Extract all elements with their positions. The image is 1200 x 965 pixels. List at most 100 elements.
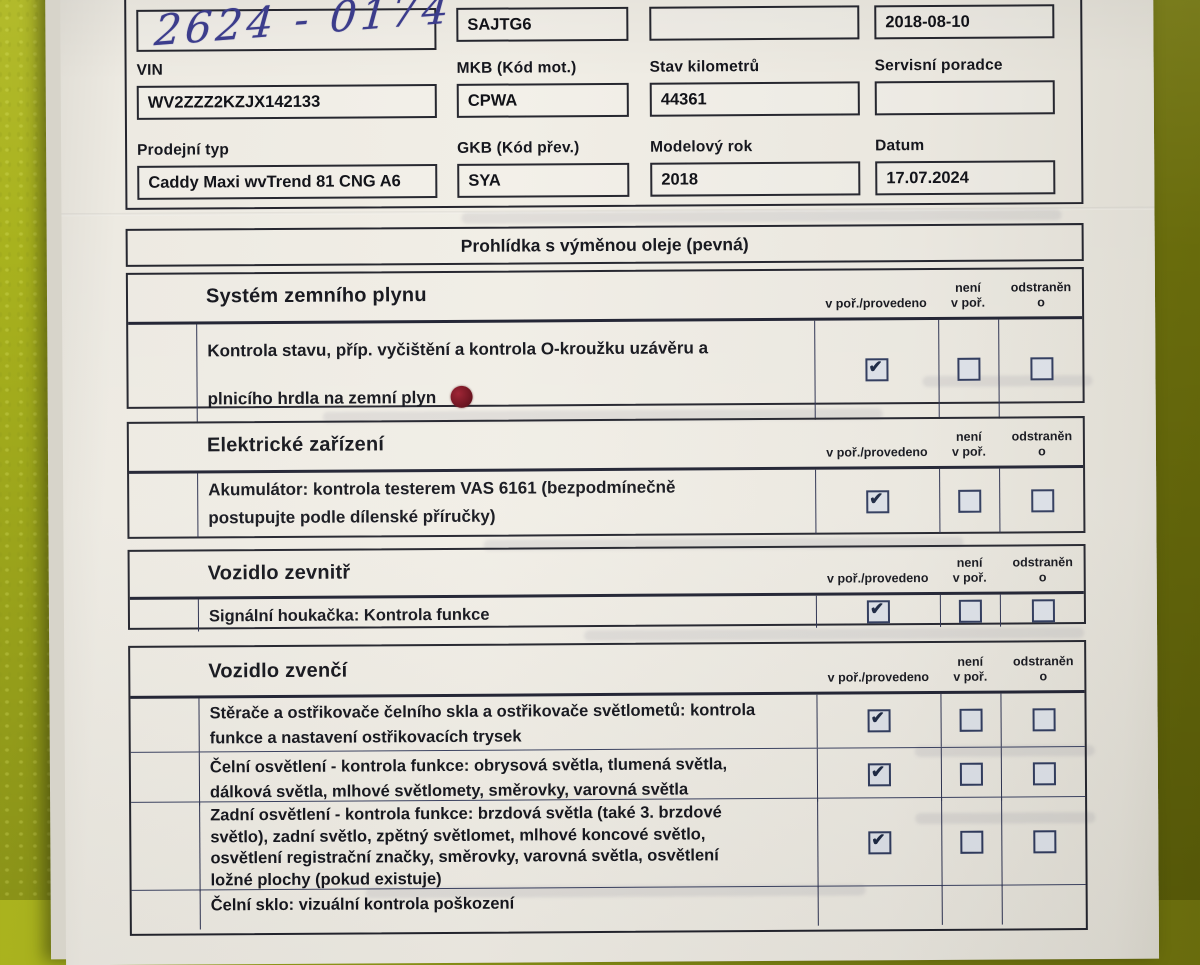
column-header-ok: v poř./provedeno — [827, 670, 930, 686]
paper-stack: 2624 - 0174 Prodejní typ SAJTG6 Registra… — [44, 0, 1160, 965]
red-stamp-dot — [450, 385, 473, 408]
checkbox-ok — [865, 358, 889, 382]
cell-ok — [817, 797, 942, 888]
row-margin-cell — [130, 698, 198, 751]
checkbox-not-ok — [957, 357, 981, 381]
row-margin-cell — [128, 324, 197, 423]
cell-removed — [999, 468, 1086, 533]
column-header-removed: odstraněn o — [1011, 428, 1073, 459]
field-datum: Datum 17.07.2024 — [875, 136, 1056, 196]
field-value-box: 44361 — [649, 81, 860, 117]
checkbox-not-ok — [958, 489, 982, 513]
field-value-box — [649, 5, 860, 41]
checkbox-ok — [866, 599, 890, 623]
column-header-ok: v poř./provedeno — [825, 296, 927, 312]
field-label: Prodejní typ — [456, 0, 628, 2]
cell-removed — [1000, 693, 1087, 747]
bleedthrough-ghost — [461, 209, 1062, 224]
checkbox-removed — [1032, 762, 1056, 786]
checkbox-not-ok — [959, 762, 983, 786]
field-label: Datum — [875, 137, 925, 155]
field-registracni-znacka: Registrační značka — [649, 0, 860, 41]
cell-ok — [815, 468, 940, 534]
row-margin-cell — [131, 752, 199, 805]
field-label: Modelový rok — [650, 138, 753, 156]
row-text: Stěrače a ostřikovače čelního skla a ost… — [198, 694, 817, 752]
column-header-not-ok: není v poř. — [952, 555, 987, 586]
column-header-ok: v poř./provedeno — [826, 571, 929, 587]
cell-ok — [814, 319, 939, 420]
field-gkb: GKB (Kód přev.) SYA — [457, 139, 630, 198]
field-registrace: Registrace 2018-08-10 — [874, 0, 1055, 40]
section-header: Vozidlo zvenčí v poř./provedeno není v po… — [130, 642, 1084, 696]
field-value-box: SYA — [457, 162, 630, 198]
checklist-row: Čelní osvětlení - kontrola funkce: obrys… — [130, 746, 1088, 806]
row-margin-cell — [130, 599, 198, 631]
field-prodejni-typ-nazev: Prodejní typ Caddy Maxi wvTrend 81 CNG A… — [137, 140, 438, 200]
checkbox-not-ok — [958, 599, 982, 623]
checkbox-not-ok — [959, 708, 983, 732]
row-margin-cell — [129, 473, 197, 537]
checklist-title-bar: Prohlídka s výměnou oleje (pevná) — [125, 223, 1084, 267]
section-system-zemniho-plynu: Systém zemního plynu v poř./provedeno ne… — [125, 267, 1085, 424]
row-text: Čelní sklo: vizuální kontrola poškození — [199, 886, 818, 930]
field-label: GKB (Kód přev.) — [457, 139, 580, 157]
checkbox-ok — [867, 763, 891, 787]
bleedthrough-ghost — [584, 627, 1085, 642]
cell-ok — [817, 885, 942, 926]
service-checklist-paper: 2624 - 0174 Prodejní typ SAJTG6 Registra… — [59, 0, 1160, 965]
checklist-row: Kontrola stavu, příp. vyčištění a kontro… — [128, 319, 1085, 424]
row-text: Akumulátor: kontrola testerem VAS 6161 (… — [197, 469, 816, 538]
cell-not-ok — [941, 885, 1002, 925]
field-value-box — [874, 80, 1055, 116]
column-header-removed: odstraněn o — [1012, 554, 1073, 585]
field-modelovy-rok: Modelový rok 2018 — [650, 137, 861, 197]
section-vozidlo-zevnitr: Vozidlo zevnitř v poř./provedeno není v p… — [127, 544, 1087, 632]
cell-removed — [1001, 885, 1088, 925]
cell-not-ok — [938, 319, 999, 419]
row-text: Signální houkačka: Kontrola funkce — [197, 595, 817, 632]
section-elektricke-zarizeni: Elektrické zařízení v poř./provedeno nen… — [126, 416, 1086, 539]
section-title: Elektrické zařízení — [206, 433, 385, 457]
cell-removed — [998, 319, 1085, 419]
photo-scene: 2624 - 0174 Prodejní typ SAJTG6 Registra… — [0, 0, 1200, 900]
column-header-removed: odstraněn o — [1012, 653, 1074, 684]
column-header-not-ok: není v poř. — [953, 654, 988, 685]
field-mkb: MKB (Kód mot.) CPWA — [457, 59, 629, 118]
row-margin-cell — [132, 890, 200, 929]
checkbox-ok — [866, 489, 890, 513]
cell-not-ok — [940, 747, 1002, 801]
section-header: Elektrické zařízení v poř./provedeno nen… — [129, 418, 1083, 471]
column-header-ok: v poř./provedeno — [826, 445, 928, 461]
section-title: Systém zemního plynu — [205, 284, 427, 308]
column-header-not-ok: není v poř. — [950, 280, 986, 311]
field-value-box: 17.07.2024 — [875, 160, 1056, 196]
field-servisni-poradce: Servisní poradce — [874, 56, 1055, 116]
cell-not-ok — [940, 693, 1001, 747]
field-value-box: 2018-08-10 — [874, 4, 1055, 40]
column-header-not-ok: není v poř. — [951, 429, 987, 460]
field-value-box: 2018 — [650, 161, 861, 197]
cell-removed — [1000, 747, 1088, 801]
vehicle-data-box: 2624 - 0174 Prodejní typ SAJTG6 Registra… — [123, 0, 1084, 210]
checkbox-not-ok — [960, 830, 984, 854]
field-value-box: SAJTG6 — [456, 6, 629, 42]
checkbox-removed — [1030, 357, 1054, 381]
checklist-row: Zadní osvětlení - kontrola funkce: brzdo… — [131, 796, 1088, 892]
field-prodejni-typ-kod: Prodejní typ SAJTG6 — [456, 0, 629, 42]
cell-removed — [999, 594, 1087, 627]
checklist-row: Stěrače a ostřikovače čelního skla a ost… — [130, 693, 1087, 752]
cell-ok — [816, 693, 941, 748]
field-value-box: CPWA — [456, 82, 629, 118]
row-margin-cell — [131, 802, 200, 891]
field-label: MKB (Kód mot.) — [456, 59, 577, 77]
field-label: Servisní poradce — [874, 56, 1003, 75]
cell-not-ok — [939, 594, 1001, 627]
section-header: Vozidlo zevnitř v poř./provedeno není v p… — [130, 546, 1084, 597]
cell-not-ok — [939, 468, 1000, 533]
field-label: VIN — [136, 61, 164, 79]
checkbox-ok — [867, 709, 891, 733]
field-stav-kilometru: Stav kilometrů 44361 — [649, 57, 860, 117]
checklist-title: Prohlídka s výměnou oleje (pevná) — [460, 233, 749, 256]
section-vozidlo-zvenci: Vozidlo zvenčí v poř./provedeno není v po… — [128, 640, 1088, 936]
